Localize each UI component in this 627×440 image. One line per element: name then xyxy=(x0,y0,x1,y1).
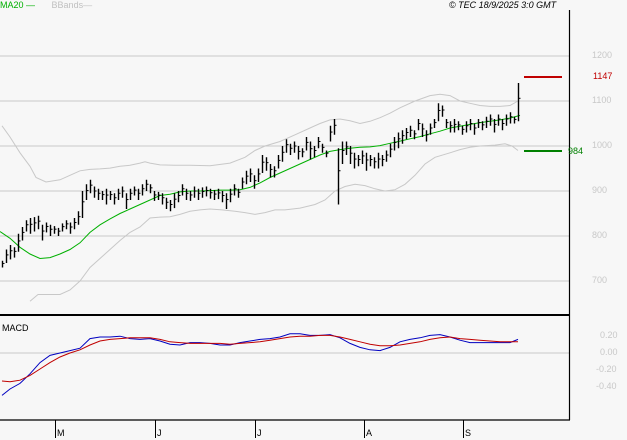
macd-tick-label: -0.40 xyxy=(596,381,617,391)
y-tick-label: 700 xyxy=(592,275,608,285)
price-bars xyxy=(1,83,521,268)
macd-tick-label: -0.20 xyxy=(596,364,617,374)
y-tick-label: 1200 xyxy=(592,50,613,60)
support-resistance-lines xyxy=(524,76,562,152)
ma20-line xyxy=(0,114,521,260)
y-tick-label: 800 xyxy=(592,230,608,240)
legend: MA20 — BBands— xyxy=(0,0,92,11)
chart-frame xyxy=(0,10,571,421)
macd-tick-label: 0.00 xyxy=(600,347,618,357)
bollinger-bands xyxy=(1,93,519,302)
price-gridlines xyxy=(0,55,569,282)
macd-panel xyxy=(0,333,569,396)
y-tick-label: 1000 xyxy=(592,140,613,150)
x-tick-label: J xyxy=(257,428,262,438)
y-tick-label: 900 xyxy=(592,185,608,195)
copyright-timestamp: © TEC 18/9/2025 3:0 GMT xyxy=(449,0,557,10)
macd-title: MACD xyxy=(2,323,29,333)
x-tick-label: M xyxy=(57,428,65,438)
x-tick-label: S xyxy=(465,428,472,438)
legend-bbands: BBands— xyxy=(51,0,93,10)
x-tick-label: A xyxy=(366,428,373,438)
resistance-value: 1147 xyxy=(593,71,613,81)
macd-tick-label: 0.20 xyxy=(600,330,618,340)
support-label: 984 xyxy=(568,146,584,156)
legend-ma20: MA20 — xyxy=(0,0,36,10)
x-axis-ticks xyxy=(55,420,464,438)
y-tick-label: 1100 xyxy=(592,95,612,105)
x-tick-label: J xyxy=(157,428,162,438)
